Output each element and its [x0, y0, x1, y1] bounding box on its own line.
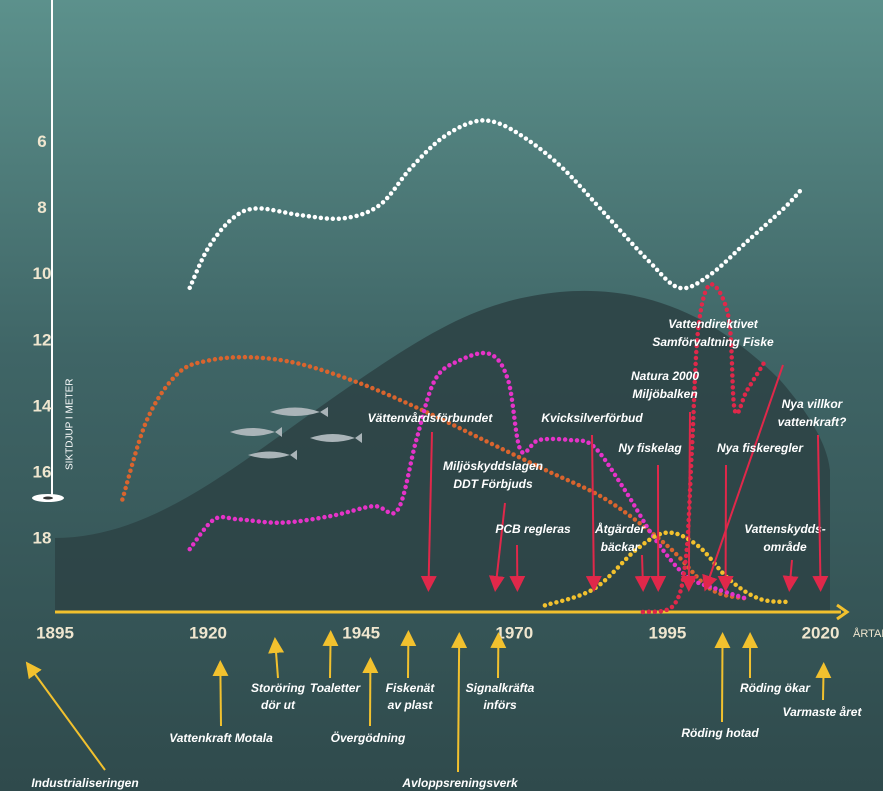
event-arrow	[488, 502, 506, 592]
event-label: vattenkraft?	[778, 415, 847, 429]
event-label: Avloppsreningsverk	[401, 776, 519, 790]
x-tick-label: 1945	[342, 623, 380, 642]
event-label: av plast	[388, 698, 434, 712]
event-label: Samförvaltning Fiske	[652, 335, 774, 349]
event-label: Toaletter	[310, 681, 362, 695]
y-tick-label: 14	[33, 396, 52, 415]
y-tick-label: 10	[33, 264, 52, 283]
x-tick-label: 1895	[36, 623, 74, 642]
y-tick-label: 18	[33, 529, 52, 548]
event-label: Ny fiskelag	[618, 441, 682, 455]
y-tick-label: 16	[33, 463, 52, 482]
event-arrow	[451, 632, 468, 773]
event-arrow	[322, 630, 339, 679]
y-tick-label: 6	[37, 132, 46, 151]
event-label: Nya fiskeregler	[717, 441, 804, 455]
event-label: Signalkräfta	[466, 681, 535, 695]
event-label: PCB regleras	[495, 522, 571, 536]
event-arrow	[25, 661, 106, 771]
secchi-center	[43, 496, 53, 500]
event-arrow	[634, 554, 651, 592]
hill-shape	[55, 290, 830, 612]
x-tick-label: 1920	[189, 623, 227, 642]
event-label: område	[763, 540, 807, 554]
x-axis-label: ÅRTAL	[853, 627, 883, 640]
y-axis-label: SIKTDJUP I METER	[65, 379, 76, 471]
event-label: Miljöskyddslagen	[443, 459, 543, 473]
event-label: DDT Förbjuds	[453, 477, 533, 491]
fish	[248, 450, 297, 460]
event-label: Vattenkraft Motala	[169, 731, 273, 745]
event-label: Fiskenät	[386, 681, 436, 695]
event-label: Varmaste året	[783, 705, 863, 719]
x-tick-label: 2020	[802, 623, 840, 642]
event-label: Vattendirektivet	[668, 317, 759, 331]
event-arrow	[420, 431, 437, 592]
event-label: Vättenvårdsförbundet	[368, 411, 494, 425]
event-label: Övergödning	[331, 730, 406, 745]
series-line	[187, 350, 750, 602]
event-label: Röding ökar	[740, 681, 811, 695]
event-arrow	[212, 660, 229, 727]
x-tick-label: 1970	[495, 623, 533, 642]
event-arrow	[782, 559, 799, 592]
event-label: Storöring	[251, 681, 306, 695]
event-arrow	[680, 411, 697, 592]
event-label: Nya villkor	[782, 397, 844, 411]
event-label: Röding hotad	[681, 726, 759, 740]
fish	[270, 407, 328, 417]
fish	[310, 433, 362, 443]
series-line	[542, 530, 793, 608]
event-arrow	[268, 637, 285, 679]
y-tick-label: 12	[33, 330, 52, 349]
event-label: införs	[483, 698, 517, 712]
event-label: Miljöbalken	[632, 387, 697, 401]
event-arrow	[714, 632, 731, 723]
x-axis-arrow	[836, 603, 850, 621]
event-label: Vattenskydds-	[744, 522, 826, 536]
event-label: Kvicksilverförbud	[541, 411, 643, 425]
event-arrow	[585, 434, 602, 592]
x-tick-label: 1995	[648, 623, 686, 642]
event-label: dör ut	[261, 698, 296, 712]
fish-group	[230, 407, 362, 460]
event-label: Industrialiseringen	[31, 776, 138, 790]
event-arrow	[812, 434, 829, 592]
fish	[230, 427, 282, 437]
y-tick-label: 8	[37, 198, 46, 217]
event-arrow	[702, 364, 784, 592]
series-line	[187, 118, 805, 291]
event-label: bäckar	[601, 540, 641, 554]
event-label: Natura 2000	[631, 369, 699, 383]
event-arrow	[815, 662, 832, 701]
event-label: Åtgärder	[594, 522, 646, 536]
